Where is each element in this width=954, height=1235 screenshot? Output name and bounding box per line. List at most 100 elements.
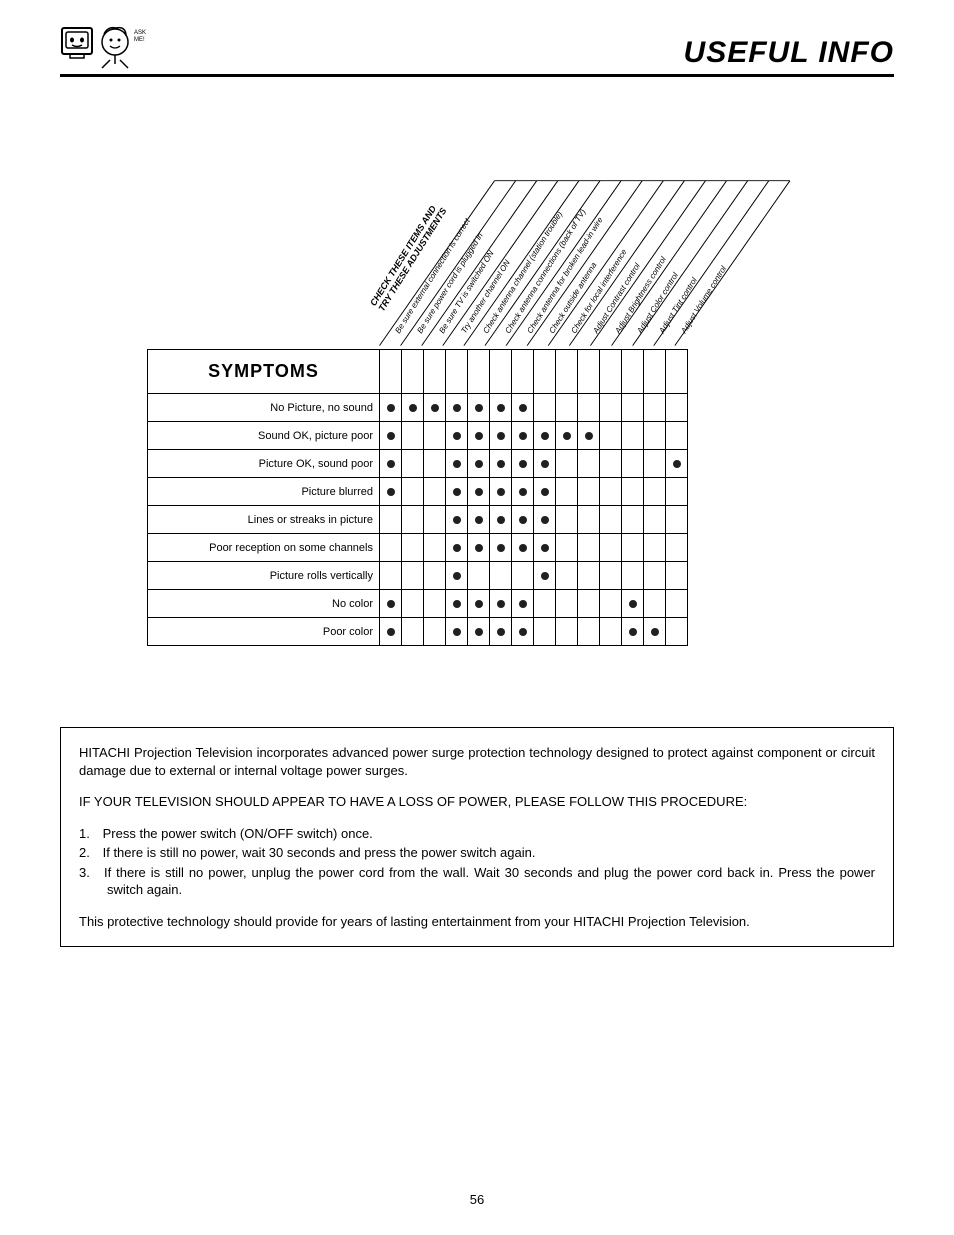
check-cell: [380, 394, 402, 422]
dot-icon: [475, 488, 483, 496]
check-cell: [666, 450, 688, 478]
header-spacer: [490, 350, 512, 394]
symptom-label: Sound OK, picture poor: [148, 422, 380, 450]
check-cell: [600, 506, 622, 534]
check-cell: [424, 562, 446, 590]
page-number: 56: [0, 1192, 954, 1207]
dot-icon: [519, 488, 527, 496]
check-cell: [424, 590, 446, 618]
check-cell: [666, 562, 688, 590]
header-spacer: [402, 350, 424, 394]
check-cell: [534, 422, 556, 450]
check-cell: [556, 506, 578, 534]
check-cell: [600, 422, 622, 450]
table-row: No Picture, no sound: [148, 394, 688, 422]
check-cell: [644, 590, 666, 618]
check-cell: [600, 590, 622, 618]
power-loss-info-box: HITACHI Projection Television incorporat…: [60, 727, 894, 947]
dot-icon: [497, 488, 505, 496]
check-cell: [380, 422, 402, 450]
symptom-label: Lines or streaks in picture: [148, 506, 380, 534]
dot-icon: [475, 628, 483, 636]
dot-icon: [519, 628, 527, 636]
check-cell: [468, 450, 490, 478]
check-cell: [556, 590, 578, 618]
check-cell: [578, 534, 600, 562]
dot-icon: [453, 600, 461, 608]
dot-icon: [387, 600, 395, 608]
check-cell: [468, 394, 490, 422]
check-cell: [512, 478, 534, 506]
check-cell: [380, 618, 402, 646]
check-cell: [578, 478, 600, 506]
dot-icon: [629, 600, 637, 608]
check-cell: [468, 478, 490, 506]
check-cell: [512, 590, 534, 618]
check-cell: [600, 450, 622, 478]
check-cell: [666, 478, 688, 506]
check-cell: [424, 618, 446, 646]
symptom-label: Picture OK, sound poor: [148, 450, 380, 478]
dot-icon: [497, 600, 505, 608]
dot-icon: [497, 460, 505, 468]
check-cell: [666, 534, 688, 562]
symptom-label: No Picture, no sound: [148, 394, 380, 422]
table-row: Lines or streaks in picture: [148, 506, 688, 534]
check-cell: [600, 534, 622, 562]
check-cell: [490, 478, 512, 506]
check-cell: [424, 534, 446, 562]
table-row: Picture OK, sound poor: [148, 450, 688, 478]
check-cell: [512, 422, 534, 450]
list-item: 1. Press the power switch (ON/OFF switch…: [79, 825, 875, 843]
check-cell: [490, 590, 512, 618]
check-cell: [512, 534, 534, 562]
check-cell: [534, 562, 556, 590]
check-cell: [622, 394, 644, 422]
check-cell: [468, 590, 490, 618]
check-cell: [534, 450, 556, 478]
troubleshooting-chart: CHECK THESE ITEMS ANDTRY THESE ADJUSTMEN…: [147, 157, 807, 637]
check-cell: [446, 478, 468, 506]
dot-icon: [475, 516, 483, 524]
check-cell: [512, 394, 534, 422]
check-cell: [578, 562, 600, 590]
check-cell: [490, 450, 512, 478]
check-cell: [380, 478, 402, 506]
dot-icon: [475, 544, 483, 552]
check-cell: [666, 618, 688, 646]
check-cell: [402, 618, 424, 646]
check-cell: [468, 422, 490, 450]
check-cell: [468, 618, 490, 646]
table-row: Poor color: [148, 618, 688, 646]
svg-text:ASK: ASK: [134, 30, 146, 36]
dot-icon: [431, 404, 439, 412]
header-spacer: [468, 350, 490, 394]
check-cell: [402, 394, 424, 422]
check-cell: [556, 422, 578, 450]
check-cell: [666, 422, 688, 450]
dot-icon: [409, 404, 417, 412]
check-cell: [490, 506, 512, 534]
check-cell: [534, 506, 556, 534]
check-cell: [380, 562, 402, 590]
check-cell: [446, 618, 468, 646]
check-cell: [380, 450, 402, 478]
check-cell: [644, 478, 666, 506]
dot-icon: [519, 460, 527, 468]
table-row: Sound OK, picture poor: [148, 422, 688, 450]
check-cell: [402, 478, 424, 506]
check-cell: [622, 450, 644, 478]
dot-icon: [453, 544, 461, 552]
header-spacer: [424, 350, 446, 394]
check-cell: [534, 618, 556, 646]
dot-icon: [453, 516, 461, 524]
check-cell: [556, 618, 578, 646]
check-cell: [402, 562, 424, 590]
header-spacer: [512, 350, 534, 394]
check-cell: [600, 618, 622, 646]
dot-icon: [453, 460, 461, 468]
check-cell: [644, 506, 666, 534]
check-cell: [622, 478, 644, 506]
dot-icon: [541, 516, 549, 524]
dot-icon: [519, 600, 527, 608]
